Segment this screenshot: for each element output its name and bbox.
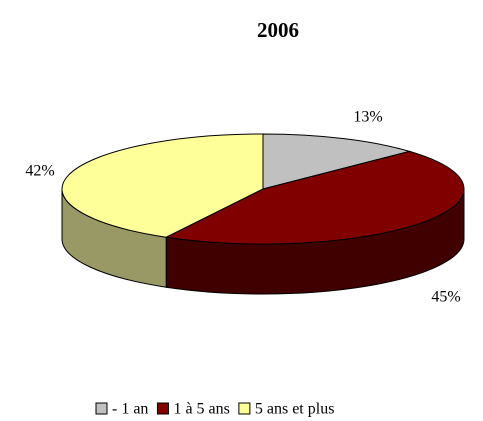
legend-swatch — [95, 402, 108, 415]
data-label: 13% — [353, 109, 382, 126]
legend-label: 5 ans et plus — [255, 401, 335, 418]
slice — [164, 150, 465, 245]
legend-label: 1 à 5 ans — [173, 401, 229, 418]
slice — [262, 133, 412, 190]
legend-swatch — [238, 402, 251, 415]
legend-label: - 1 an — [112, 401, 148, 418]
data-label: 45% — [431, 289, 460, 306]
slice — [61, 133, 264, 238]
data-label: 42% — [25, 163, 54, 180]
chart-title: 2006 — [257, 18, 299, 42]
legend-swatch — [156, 402, 169, 415]
